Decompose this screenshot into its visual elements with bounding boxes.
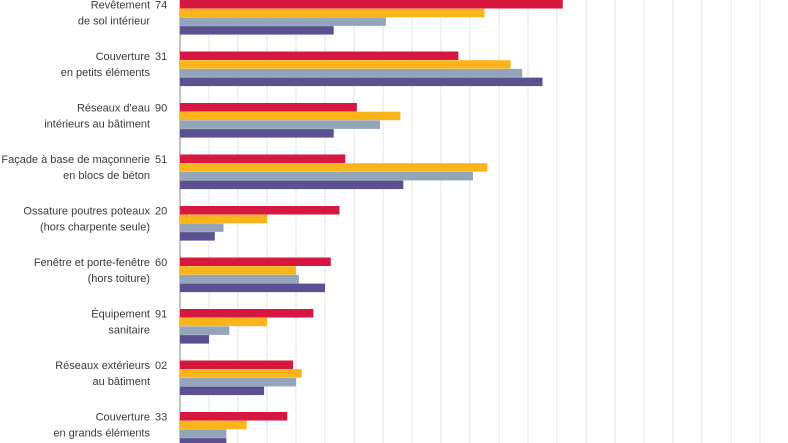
category-label: Couverture <box>96 411 150 423</box>
bar <box>180 266 296 275</box>
bar <box>180 60 511 69</box>
bar <box>180 232 215 241</box>
bar <box>180 377 296 387</box>
bar <box>180 51 459 60</box>
bar <box>180 283 325 293</box>
category-code: 51 <box>155 154 167 166</box>
bar <box>180 317 267 327</box>
bar <box>180 360 294 369</box>
bar <box>180 386 265 396</box>
bar <box>180 274 299 284</box>
category-label: Revêtement <box>91 0 150 11</box>
category-label: sanitaire <box>108 324 150 336</box>
category-label: en blocs de béton <box>63 170 150 182</box>
category-label: de sol intérieur <box>78 15 150 27</box>
bar <box>180 129 334 138</box>
bar <box>180 68 523 78</box>
bar <box>180 103 357 112</box>
bar <box>180 214 267 224</box>
category-label: intérieurs au bâtiment <box>44 118 150 130</box>
bar <box>180 223 224 232</box>
bar <box>180 309 314 318</box>
category-code: 90 <box>155 102 167 114</box>
bar <box>180 163 488 172</box>
category-code: 20 <box>155 205 167 217</box>
category-labels: Revêtement de sol intérieur 74 Couverture en… <box>1 0 167 439</box>
category-label: Fenêtre et porte-fenêtre <box>34 257 150 269</box>
bar <box>180 180 404 190</box>
category-code: 74 <box>155 0 167 11</box>
category-code: 31 <box>155 51 167 63</box>
bar <box>180 412 288 421</box>
bar <box>180 77 543 87</box>
category-label: (hors charpente seule) <box>40 221 150 233</box>
category-label: Façade à base de maçonnerie <box>1 154 150 166</box>
bars <box>180 0 563 443</box>
bar <box>180 438 227 443</box>
bar <box>180 257 331 266</box>
category-label: Réseaux d'eau <box>77 102 150 114</box>
category-label: en grands éléments <box>53 427 150 439</box>
bar <box>180 335 209 344</box>
category-label: au bâtiment <box>93 376 150 388</box>
bar <box>180 206 340 215</box>
bar <box>180 0 563 9</box>
bar <box>180 326 230 335</box>
category-label: Équipement <box>91 307 150 320</box>
category-label: en petits éléments <box>61 67 151 79</box>
bar <box>180 111 401 121</box>
category-code: 33 <box>155 411 167 423</box>
bar <box>180 369 302 378</box>
category-label: Couverture <box>96 51 150 63</box>
category-code: 60 <box>155 257 167 269</box>
category-label: (hors toiture) <box>88 273 150 285</box>
bar <box>180 17 386 26</box>
bar <box>180 420 247 430</box>
bar <box>180 120 381 129</box>
bar <box>180 8 485 18</box>
bar <box>180 171 473 181</box>
category-code: 02 <box>155 360 167 372</box>
category-label: Ossature poutres poteaux <box>23 205 150 217</box>
bar <box>180 154 346 163</box>
bar <box>180 26 334 35</box>
bar <box>180 429 227 438</box>
category-code: 91 <box>155 308 167 320</box>
category-label: Réseaux extérieurs <box>55 360 150 372</box>
